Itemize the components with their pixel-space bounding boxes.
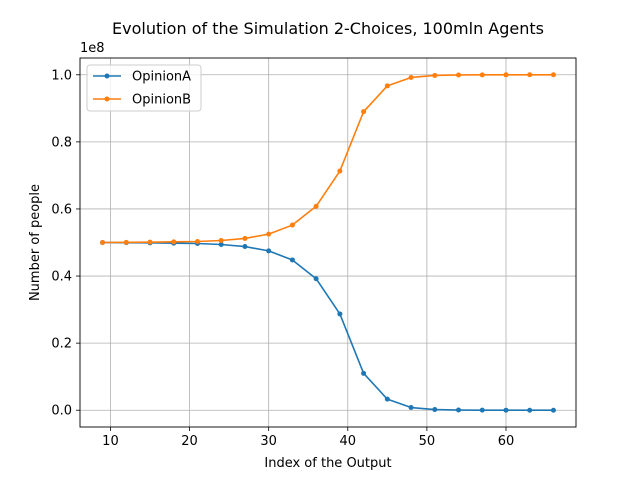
legend-label-opinion-a: OpinionA bbox=[132, 70, 191, 85]
data-point-opiniona bbox=[337, 311, 343, 317]
data-point-opiniona bbox=[242, 244, 248, 250]
data-point-opinionb bbox=[456, 72, 462, 78]
data-point-opiniona bbox=[289, 257, 295, 263]
x-tick-label: 30 bbox=[260, 434, 277, 449]
data-point-opinionb bbox=[361, 109, 367, 115]
data-point-opinionb bbox=[313, 203, 319, 209]
data-point-opiniona bbox=[361, 370, 367, 376]
data-point-opinionb bbox=[408, 74, 414, 80]
data-point-opinionb bbox=[147, 239, 153, 245]
data-point-opinionb bbox=[123, 239, 129, 245]
data-point-opinionb bbox=[479, 72, 485, 78]
data-point-opiniona bbox=[408, 405, 414, 411]
y-tick-label: 0.8 bbox=[51, 135, 72, 150]
x-tick-label: 20 bbox=[181, 434, 198, 449]
data-point-opinionb bbox=[503, 72, 509, 78]
y-tick-label: 0.6 bbox=[51, 202, 72, 217]
data-point-opiniona bbox=[266, 248, 272, 254]
y-tick-label: 0.0 bbox=[51, 404, 72, 419]
data-point-opinionb bbox=[242, 235, 248, 241]
x-tick-label: 10 bbox=[102, 434, 119, 449]
x-tick-label: 50 bbox=[419, 434, 436, 449]
data-point-opiniona bbox=[313, 276, 319, 282]
y-tick-label: 0.2 bbox=[51, 337, 72, 352]
y-tick-label: 0.4 bbox=[51, 270, 72, 285]
series-line-opiniona bbox=[102, 241, 554, 412]
y-axis-label: Number of people bbox=[28, 184, 43, 301]
data-point-opinionb bbox=[218, 237, 224, 243]
y-offset-label: 1e8 bbox=[80, 41, 105, 56]
data-point-opinionb bbox=[337, 168, 343, 174]
data-point-opiniona bbox=[218, 242, 224, 248]
x-tick-label: 60 bbox=[498, 434, 515, 449]
data-point-opiniona bbox=[479, 407, 485, 413]
data-point-opiniona bbox=[503, 407, 509, 413]
legend: OpinionA OpinionB bbox=[86, 64, 202, 112]
y-axis: 0.0 0.2 0.4 0.6 0.8 1.0 bbox=[51, 68, 80, 419]
data-point-opinionb bbox=[432, 72, 438, 78]
data-point-opiniona bbox=[527, 407, 533, 413]
chart-title: Evolution of the Simulation 2-Choices, 1… bbox=[112, 19, 544, 38]
data-point-opinionb bbox=[289, 222, 295, 228]
data-point-opiniona bbox=[550, 407, 556, 413]
legend-label-opinion-b: OpinionB bbox=[132, 93, 191, 108]
data-point-opiniona bbox=[384, 396, 390, 402]
series-line-opinionb bbox=[102, 73, 554, 244]
plot-frame bbox=[79, 57, 577, 428]
x-axis: 10 20 30 40 50 60 bbox=[102, 427, 514, 449]
data-point-opiniona bbox=[432, 407, 438, 413]
series-layer bbox=[100, 72, 556, 413]
legend-marker-opinion-a bbox=[104, 73, 110, 79]
x-tick-label: 40 bbox=[340, 434, 357, 449]
x-axis-label: Index of the Output bbox=[264, 456, 391, 471]
legend-marker-opinion-b bbox=[104, 96, 110, 102]
data-point-opinionb bbox=[527, 72, 533, 78]
data-point-opinionb bbox=[194, 238, 200, 244]
data-point-opinionb bbox=[266, 231, 272, 237]
data-point-opinionb bbox=[384, 83, 390, 89]
data-point-opiniona bbox=[456, 407, 462, 413]
data-point-opinionb bbox=[171, 239, 177, 245]
y-tick-label: 1.0 bbox=[51, 68, 72, 83]
data-point-opinionb bbox=[100, 240, 106, 245]
data-point-opinionb bbox=[550, 72, 556, 78]
